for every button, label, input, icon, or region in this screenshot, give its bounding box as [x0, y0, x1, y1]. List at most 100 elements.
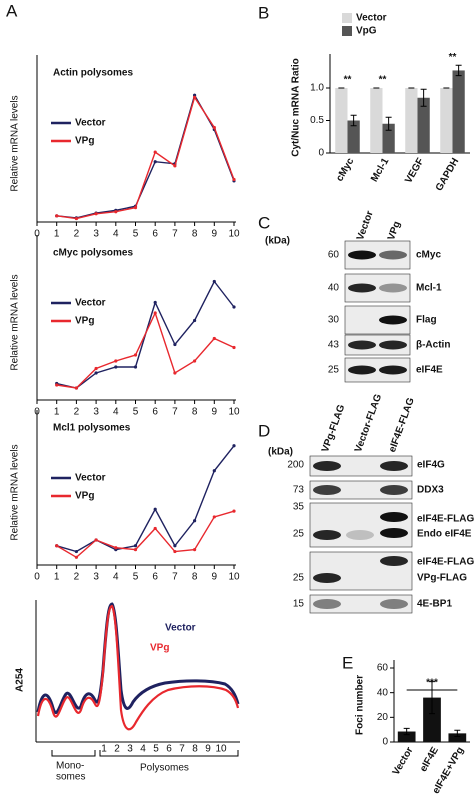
legend-label: VPg	[75, 491, 94, 502]
point	[153, 150, 157, 154]
profile-y-label: A254	[15, 668, 26, 692]
x-tick-label: 1	[54, 572, 60, 583]
point	[55, 544, 59, 548]
band	[380, 512, 408, 522]
band	[380, 599, 408, 609]
y-axis-label: Foci number	[355, 675, 366, 735]
row-label: β-Actin	[416, 340, 450, 351]
x-tick-label: Mcl-1	[369, 156, 392, 184]
band	[348, 340, 376, 350]
significance: **	[449, 52, 457, 63]
lane-label: eIF4E-FLAG	[387, 396, 417, 454]
band	[379, 315, 407, 325]
point	[55, 383, 59, 387]
series-line	[56, 95, 235, 220]
band	[380, 556, 408, 566]
y-tick-label: 40	[377, 687, 389, 698]
x-tick-label: GAPDH	[434, 156, 462, 193]
unit-label: (kDa)	[265, 236, 290, 247]
x-tick-label: 3	[93, 407, 99, 418]
x-tick-label: 5	[133, 229, 139, 240]
lane-label: Vector	[355, 209, 376, 242]
blot-panel	[309, 594, 413, 614]
band	[313, 461, 341, 471]
point	[133, 548, 138, 552]
point	[94, 366, 98, 371]
point	[173, 164, 177, 168]
bar	[405, 88, 418, 153]
fraction-label: 7	[179, 744, 185, 755]
x-tick-label: 9	[212, 407, 218, 418]
y-tick-label: 0.5	[310, 115, 324, 126]
bar	[440, 88, 453, 153]
point	[232, 444, 236, 448]
error-bar	[454, 729, 461, 737]
point	[114, 359, 118, 363]
band	[348, 365, 376, 375]
point	[133, 353, 138, 357]
y-axis-label: Relative mRNA levels	[10, 95, 21, 191]
point	[173, 371, 177, 375]
x-tick-label: cMyc	[334, 156, 356, 184]
y-axis-label: Cyt/Nuc mRNA Ratio	[291, 58, 302, 157]
legend-label: Vector	[356, 13, 387, 24]
row-label: DDX3	[417, 485, 444, 496]
x-tick-label: 8	[192, 229, 198, 240]
band	[379, 365, 407, 375]
kda-label: 60	[328, 250, 340, 261]
point	[173, 549, 177, 554]
x-tick-label: 2	[74, 572, 80, 583]
monosomes-label: somes	[56, 772, 85, 783]
row-label: Mcl-1	[416, 283, 442, 294]
point	[232, 177, 236, 182]
fraction-label: 4	[140, 744, 146, 755]
bar	[448, 733, 467, 742]
x-tick-label: 1	[54, 229, 60, 240]
x-tick-label: 4	[113, 229, 119, 240]
legend-swatch	[342, 13, 352, 23]
legend-label: Vector	[75, 298, 106, 309]
lane-label: Vector-FLAG	[353, 393, 384, 454]
band	[313, 573, 341, 583]
fraction-label: 1	[101, 744, 107, 755]
band	[313, 599, 341, 609]
fraction-label: 2	[114, 744, 120, 755]
bar	[452, 70, 465, 153]
point	[193, 318, 197, 323]
bar	[417, 97, 430, 153]
point	[212, 469, 216, 473]
significance: **	[344, 75, 352, 86]
panel-label: C	[258, 213, 270, 232]
fraction-label: 8	[192, 744, 198, 755]
x-tick-label: 8	[192, 407, 198, 418]
bar	[397, 731, 416, 742]
y-tick-label: 60	[377, 663, 389, 674]
point	[153, 311, 157, 315]
annotation: ***	[426, 678, 438, 689]
kda-label: 25	[328, 365, 340, 376]
chart-title: cMyc polysomes	[53, 248, 133, 259]
point	[133, 544, 138, 548]
point	[74, 549, 78, 554]
point	[193, 95, 197, 99]
point	[232, 509, 236, 513]
x-tick-label: eIF4E	[418, 745, 441, 774]
point	[74, 555, 78, 559]
polysomes-label: Polysomes	[140, 763, 189, 774]
series-line	[56, 510, 235, 559]
point	[114, 365, 118, 369]
x-tick-label: 6	[152, 572, 158, 583]
error-bar	[429, 681, 435, 715]
point	[173, 544, 177, 548]
kda-label: 25	[293, 529, 305, 540]
fraction-label: 5	[153, 744, 159, 755]
fraction-label: 3	[127, 744, 133, 755]
band	[379, 250, 407, 260]
legend-label: Vector	[75, 473, 106, 484]
x-tick-label: 0	[34, 229, 40, 240]
x-tick-label: 2	[74, 407, 80, 418]
x-tick-label: 1	[54, 407, 60, 418]
point	[193, 519, 197, 523]
series-line	[56, 93, 235, 219]
point	[232, 345, 236, 350]
